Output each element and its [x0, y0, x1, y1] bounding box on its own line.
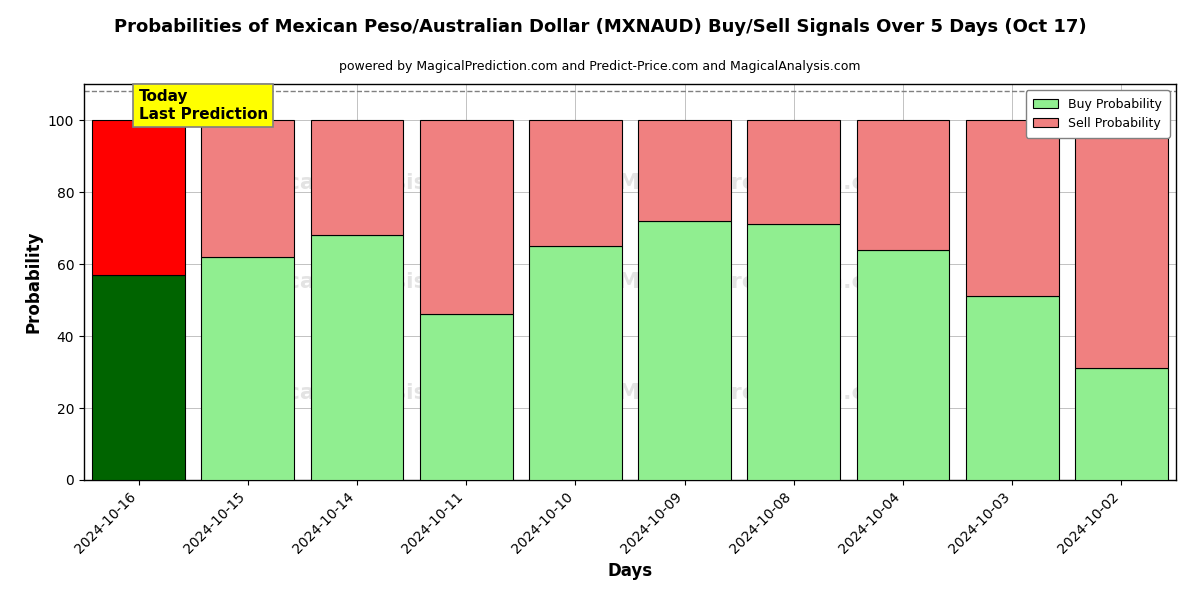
Bar: [966, 296, 1058, 480]
Bar: [311, 235, 403, 480]
Bar: [92, 275, 185, 480]
Text: MagicalAnalysis.com: MagicalAnalysis.com: [227, 272, 487, 292]
Bar: [202, 120, 294, 257]
Text: MagicalPrediction.com: MagicalPrediction.com: [618, 272, 904, 292]
Bar: [529, 246, 622, 480]
Text: Probabilities of Mexican Peso/Australian Dollar (MXNAUD) Buy/Sell Signals Over 5: Probabilities of Mexican Peso/Australian…: [114, 18, 1086, 36]
Bar: [92, 120, 185, 275]
Bar: [529, 120, 622, 246]
Y-axis label: Probability: Probability: [24, 231, 42, 333]
Text: MagicalPrediction.com: MagicalPrediction.com: [618, 383, 904, 403]
Legend: Buy Probability, Sell Probability: Buy Probability, Sell Probability: [1026, 90, 1170, 137]
Text: MagicalPrediction.com: MagicalPrediction.com: [618, 173, 904, 193]
Bar: [202, 257, 294, 480]
Text: powered by MagicalPrediction.com and Predict-Price.com and MagicalAnalysis.com: powered by MagicalPrediction.com and Pre…: [340, 60, 860, 73]
Bar: [966, 120, 1058, 296]
Bar: [638, 221, 731, 480]
Text: Today
Last Prediction: Today Last Prediction: [139, 89, 268, 122]
Text: MagicalAnalysis.com: MagicalAnalysis.com: [227, 173, 487, 193]
Bar: [857, 120, 949, 250]
Bar: [420, 120, 512, 314]
X-axis label: Days: Days: [607, 562, 653, 580]
Bar: [1075, 120, 1168, 368]
Bar: [1075, 368, 1168, 480]
Text: MagicalAnalysis.com: MagicalAnalysis.com: [227, 383, 487, 403]
Bar: [748, 120, 840, 224]
Bar: [638, 120, 731, 221]
Bar: [311, 120, 403, 235]
Bar: [857, 250, 949, 480]
Bar: [748, 224, 840, 480]
Bar: [420, 314, 512, 480]
